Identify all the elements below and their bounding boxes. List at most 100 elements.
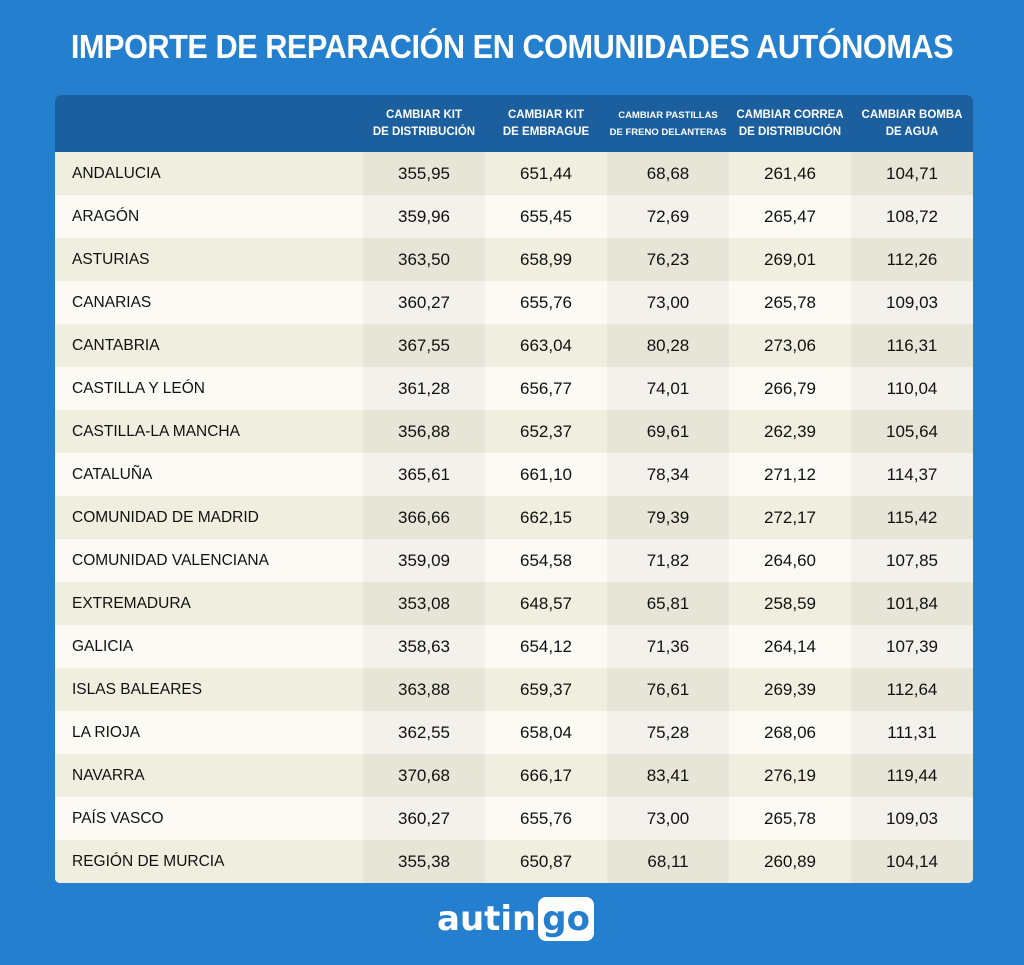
region-name: CANTABRIA [72, 336, 160, 354]
table-row: COMUNIDAD DE MADRID 366,66 662,15 79,39 272,… [55, 496, 973, 539]
cost-cell: 362,55 [363, 711, 485, 754]
cost-cell: 112,64 [851, 668, 973, 711]
cost-cell: 663,04 [520, 335, 572, 355]
cost-cell: 353,08 [363, 582, 485, 625]
cost-cell: 655,76 [520, 808, 572, 828]
cost-cell: 104,71 [851, 152, 973, 195]
cost-cell: 71,36 [607, 625, 729, 668]
table-row: CATALUÑA 365,61 661,10 78,34 271,12 114,37 [55, 453, 973, 496]
cost-cell: 360,27 [363, 797, 485, 840]
table-row: COMUNIDAD VALENCIANA 359,09 654,58 71,82 264… [55, 539, 973, 582]
column-header: CAMBIAR CORREA DE DISTRIBUCIÓN [736, 108, 844, 138]
cost-cell: 115,42 [851, 496, 973, 539]
region-name: PAÍS VASCO [72, 809, 164, 827]
cost-cell: 262,39 [764, 421, 816, 441]
cost-cell: 119,44 [851, 754, 973, 797]
cost-cell: 65,81 [607, 582, 729, 625]
header-region [55, 95, 363, 152]
cost-cell: 276,19 [764, 765, 816, 785]
cost-cell: 360,27 [363, 281, 485, 324]
table-row: LA RIOJA 362,55 658,04 75,28 268,06 111,31 [55, 711, 973, 754]
cost-cell: 73,00 [607, 281, 729, 324]
logo-badge: go [538, 897, 594, 941]
table-row: NAVARRA 370,68 666,17 83,41 276,19 119,44 [55, 754, 973, 797]
region-name: GALICIA [72, 637, 134, 655]
region-name: ASTURIAS [72, 250, 150, 268]
autingo-logo: autin go [437, 897, 594, 941]
page-title: IMPORTE DE REPARACIÓN EN COMUNIDADES AUT… [70, 28, 954, 65]
region-name: ARAGÓN [72, 207, 140, 225]
table-header: CAMBIAR KIT DE DISTRIBUCIÓN CAMBIAR KIT D… [55, 95, 973, 152]
cost-cell: 666,17 [520, 765, 572, 785]
cost-cell: 68,11 [607, 840, 729, 883]
cost-cell: 365,61 [363, 453, 485, 496]
repair-cost-table: CAMBIAR KIT DE DISTRIBUCIÓN CAMBIAR KIT D… [55, 95, 973, 883]
cost-cell: 78,34 [607, 453, 729, 496]
cost-cell: 655,76 [520, 292, 572, 312]
region-name: REGIÓN DE MURCIA [72, 852, 225, 870]
cost-cell: 367,55 [363, 324, 485, 367]
cost-cell: 109,03 [851, 281, 973, 324]
cost-cell: 258,59 [764, 593, 816, 613]
table-row: CANTABRIA 367,55 663,04 80,28 273,06 116,31 [55, 324, 973, 367]
region-name: CANARIAS [72, 293, 152, 311]
cost-cell: 71,82 [607, 539, 729, 582]
cost-cell: 272,17 [764, 507, 816, 527]
cost-cell: 654,58 [520, 550, 572, 570]
cost-cell: 76,23 [607, 238, 729, 281]
cost-cell: 662,15 [520, 507, 572, 527]
cost-cell: 370,68 [363, 754, 485, 797]
cost-cell: 269,39 [764, 679, 816, 699]
cost-cell: 111,31 [851, 711, 973, 754]
cost-cell: 359,96 [363, 195, 485, 238]
cost-cell: 651,44 [520, 163, 572, 183]
cost-cell: 661,10 [520, 464, 572, 484]
cost-cell: 101,84 [851, 582, 973, 625]
cost-cell: 656,77 [520, 378, 572, 398]
cost-cell: 73,00 [607, 797, 729, 840]
table-row: ANDALUCIA 355,95 651,44 68,68 261,46 104,71 [55, 152, 973, 195]
region-name: LA RIOJA [72, 723, 141, 741]
cost-cell: 107,39 [851, 625, 973, 668]
cost-cell: 359,09 [363, 539, 485, 582]
cost-cell: 265,47 [764, 206, 816, 226]
table-row: EXTREMADURA 353,08 648,57 65,81 258,59 101,84 [55, 582, 973, 625]
cost-cell: 107,85 [851, 539, 973, 582]
cost-cell: 74,01 [607, 367, 729, 410]
cost-cell: 268,06 [764, 722, 816, 742]
cost-cell: 363,50 [363, 238, 485, 281]
table-row: ISLAS BALEARES 363,88 659,37 76,61 269,39 112… [55, 668, 973, 711]
cost-cell: 363,88 [363, 668, 485, 711]
cost-cell: 264,14 [764, 636, 816, 656]
table-row: ASTURIAS 363,50 658,99 76,23 269,01 112,26 [55, 238, 973, 281]
cost-cell: 652,37 [520, 421, 572, 441]
cost-cell: 265,78 [764, 808, 816, 828]
cost-cell: 269,01 [764, 249, 816, 269]
cost-cell: 658,99 [520, 249, 572, 269]
table-row: PAÍS VASCO 360,27 655,76 73,00 265,78 109,03 [55, 797, 973, 840]
cost-cell: 355,38 [363, 840, 485, 883]
table-row: ARAGÓN 359,96 655,45 72,69 265,47 108,72 [55, 195, 973, 238]
cost-cell: 271,12 [764, 464, 816, 484]
region-name: CASTILLA-LA MANCHA [72, 422, 240, 440]
cost-cell: 68,68 [607, 152, 729, 195]
cost-cell: 650,87 [520, 851, 572, 871]
table-row: CASTILLA Y LEÓN 361,28 656,77 74,01 266,79 11… [55, 367, 973, 410]
column-header: CAMBIAR PASTILLAS DE FRENO DELANTERAS [609, 109, 727, 138]
table-row: GALICIA 358,63 654,12 71,36 264,14 107,39 [55, 625, 973, 668]
cost-cell: 110,04 [851, 367, 973, 410]
cost-cell: 114,37 [851, 453, 973, 496]
cost-cell: 659,37 [520, 679, 572, 699]
table-row: CANARIAS 360,27 655,76 73,00 265,78 109,03 [55, 281, 973, 324]
region-name: COMUNIDAD DE MADRID [72, 508, 259, 526]
cost-cell: 648,57 [520, 593, 572, 613]
cost-cell: 83,41 [607, 754, 729, 797]
cost-cell: 75,28 [607, 711, 729, 754]
cost-cell: 112,26 [851, 238, 973, 281]
logo-text: autin [437, 899, 537, 939]
region-name: ANDALUCIA [72, 164, 161, 182]
cost-cell: 658,04 [520, 722, 572, 742]
cost-cell: 105,64 [851, 410, 973, 453]
region-name: EXTREMADURA [72, 594, 191, 612]
column-header: CAMBIAR KIT DE EMBRAGUE [502, 108, 590, 138]
